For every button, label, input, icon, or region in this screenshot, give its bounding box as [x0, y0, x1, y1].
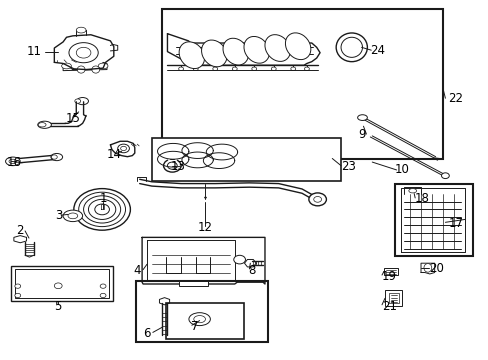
Ellipse shape: [77, 98, 88, 105]
Ellipse shape: [95, 204, 109, 215]
Bar: [15, 269, 109, 298]
Bar: [152, 138, 340, 181]
Text: 2: 2: [17, 224, 24, 238]
Text: 21: 21: [381, 300, 396, 313]
Text: 4: 4: [133, 264, 141, 277]
Ellipse shape: [271, 67, 276, 71]
Ellipse shape: [233, 255, 245, 264]
Bar: [161, 9, 443, 159]
Ellipse shape: [92, 66, 100, 73]
Bar: [53, 155, 58, 159]
Text: 17: 17: [447, 217, 462, 230]
Ellipse shape: [38, 123, 46, 127]
Ellipse shape: [357, 115, 366, 121]
Text: 6: 6: [143, 327, 151, 340]
Ellipse shape: [223, 38, 248, 65]
Ellipse shape: [232, 67, 237, 71]
Ellipse shape: [51, 155, 57, 159]
Ellipse shape: [51, 153, 62, 161]
Text: 5: 5: [55, 300, 62, 313]
Ellipse shape: [75, 99, 81, 103]
Bar: [136, 281, 267, 342]
Text: 10: 10: [394, 163, 409, 176]
Bar: [394, 184, 472, 256]
Ellipse shape: [335, 33, 366, 62]
Bar: [165, 303, 243, 338]
Ellipse shape: [290, 67, 295, 71]
Ellipse shape: [304, 67, 309, 71]
Ellipse shape: [68, 213, 78, 219]
Text: 22: 22: [447, 92, 462, 105]
Ellipse shape: [100, 284, 106, 288]
Ellipse shape: [5, 157, 20, 166]
Ellipse shape: [423, 264, 431, 272]
Ellipse shape: [441, 173, 448, 179]
Text: 7: 7: [190, 320, 198, 333]
Ellipse shape: [63, 210, 82, 222]
Bar: [178, 282, 207, 286]
Text: 9: 9: [357, 127, 365, 141]
Ellipse shape: [264, 35, 290, 62]
Ellipse shape: [193, 67, 198, 71]
Ellipse shape: [408, 189, 416, 193]
Ellipse shape: [193, 316, 205, 323]
Text: 11: 11: [27, 45, 42, 58]
Bar: [11, 266, 113, 301]
Ellipse shape: [76, 27, 86, 33]
Ellipse shape: [9, 159, 17, 163]
Ellipse shape: [178, 67, 183, 71]
Ellipse shape: [340, 37, 362, 57]
Ellipse shape: [167, 162, 177, 169]
Ellipse shape: [100, 293, 106, 298]
Ellipse shape: [244, 36, 269, 63]
Ellipse shape: [212, 67, 217, 71]
Ellipse shape: [15, 284, 20, 288]
Text: 8: 8: [248, 264, 255, 277]
Ellipse shape: [163, 159, 181, 172]
Text: 3: 3: [56, 209, 63, 222]
Ellipse shape: [54, 283, 62, 289]
Ellipse shape: [285, 33, 310, 60]
Text: 20: 20: [428, 262, 443, 275]
Ellipse shape: [79, 192, 125, 226]
Ellipse shape: [118, 144, 129, 153]
Bar: [388, 293, 398, 303]
Bar: [383, 267, 397, 275]
Text: 14: 14: [106, 148, 121, 161]
Text: 23: 23: [340, 160, 355, 173]
Ellipse shape: [308, 193, 326, 206]
Ellipse shape: [88, 199, 116, 220]
Ellipse shape: [98, 63, 108, 69]
Ellipse shape: [15, 293, 20, 298]
Ellipse shape: [38, 121, 51, 129]
Ellipse shape: [201, 40, 226, 67]
Ellipse shape: [69, 42, 98, 63]
Text: 15: 15: [65, 112, 80, 125]
Ellipse shape: [313, 197, 321, 202]
Ellipse shape: [77, 66, 85, 73]
Ellipse shape: [251, 67, 256, 71]
Ellipse shape: [83, 196, 121, 223]
Ellipse shape: [61, 63, 71, 69]
Text: 19: 19: [381, 270, 396, 283]
Ellipse shape: [179, 42, 204, 68]
Text: 18: 18: [413, 192, 428, 205]
Ellipse shape: [188, 313, 210, 325]
Text: 16: 16: [6, 156, 21, 169]
Bar: [10, 159, 15, 163]
Bar: [384, 290, 401, 306]
Text: 1: 1: [99, 192, 106, 205]
Ellipse shape: [76, 47, 91, 58]
Text: 24: 24: [369, 44, 385, 57]
Text: 13: 13: [170, 160, 185, 173]
Ellipse shape: [74, 189, 130, 230]
Text: 12: 12: [198, 221, 213, 234]
Bar: [41, 123, 45, 127]
Ellipse shape: [121, 146, 126, 150]
